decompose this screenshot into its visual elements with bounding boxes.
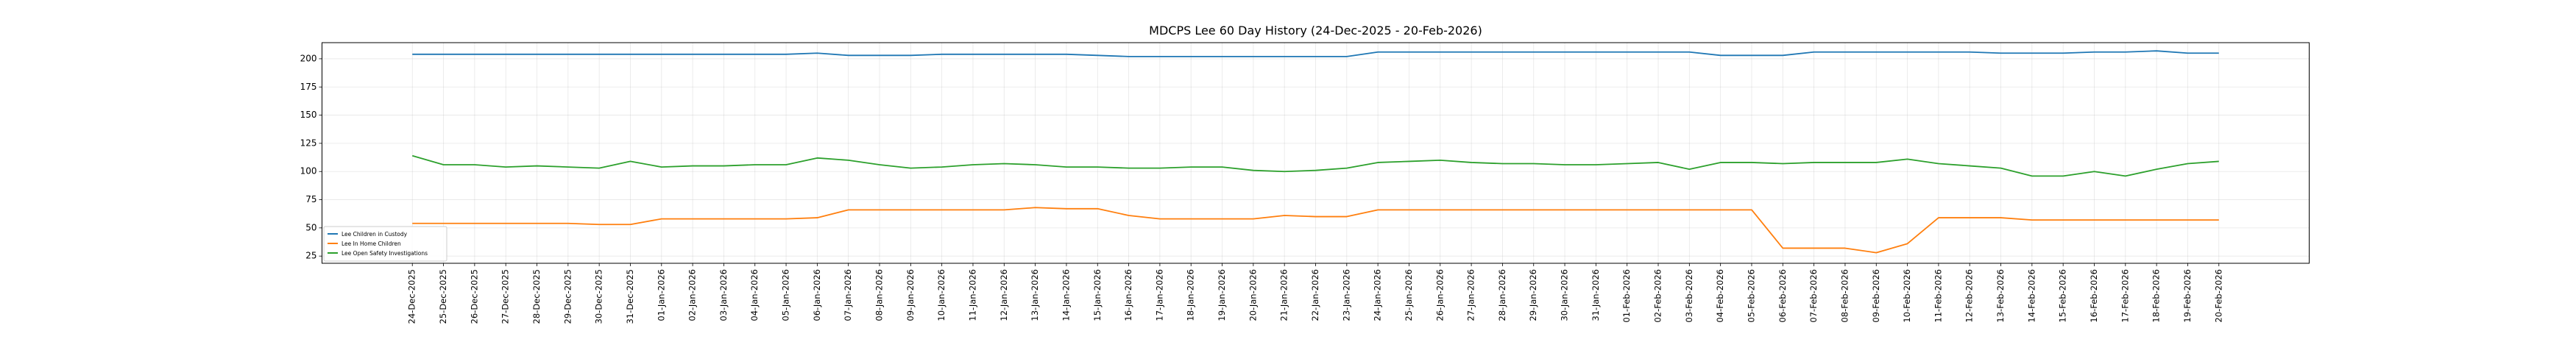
- series-group: [411, 50, 2219, 254]
- x-axis: 24-Dec-2025 25-Dec-2025 26-Dec-2025 27-Dec-…: [407, 263, 2223, 324]
- y-tick-label: 125: [300, 138, 317, 148]
- x-tick-label: 12-Feb-2026: [1964, 269, 1975, 323]
- x-tick-label: 01-Feb-2026: [1621, 269, 1632, 323]
- x-tick-label: 13-Jan-2026: [1030, 269, 1040, 321]
- x-tick-label: 02-Jan-2026: [687, 269, 698, 321]
- grid: [322, 43, 2310, 263]
- x-tick-label: 26-Jan-2026: [1434, 269, 1445, 321]
- chart-title: MDCPS Lee 60 Day History (24-Dec-2025 - …: [1149, 24, 1482, 38]
- x-tick-label: 11-Jan-2026: [967, 269, 977, 321]
- x-tick-label: 29-Dec-2025: [562, 269, 573, 324]
- x-tick-label: 11-Feb-2026: [1933, 269, 1943, 323]
- x-tick-label: 26-Dec-2025: [469, 269, 479, 324]
- x-tick-label: 06-Feb-2026: [1777, 269, 1788, 323]
- x-tick-label: 27-Dec-2025: [500, 269, 511, 324]
- x-tick-label: 18-Jan-2026: [1186, 269, 1196, 321]
- series-line-0: [412, 50, 2219, 57]
- legend-label-custody: Lee Children in Custody: [342, 231, 408, 238]
- x-tick-label: 06-Jan-2026: [812, 269, 822, 321]
- x-tick-label: 15-Jan-2026: [1092, 269, 1103, 321]
- x-tick-label: 13-Feb-2026: [1995, 269, 2006, 323]
- x-tick-label: 07-Feb-2026: [1808, 269, 1819, 323]
- y-tick-label: 50: [305, 222, 316, 232]
- x-tick-label: 20-Jan-2026: [1248, 269, 1258, 321]
- x-tick-label: 19-Jan-2026: [1217, 269, 1227, 321]
- x-tick-label: 22-Jan-2026: [1310, 269, 1320, 321]
- y-tick-label: 75: [305, 194, 316, 204]
- x-tick-label: 09-Feb-2026: [1871, 269, 1881, 323]
- series-line-2: [411, 154, 2219, 177]
- y-tick-label: 175: [300, 82, 317, 92]
- x-tick-label: 01-Jan-2026: [656, 269, 666, 321]
- x-tick-label: 21-Jan-2026: [1279, 269, 1289, 321]
- x-tick-label: 14-Feb-2026: [2026, 269, 2037, 323]
- x-tick-label: 10-Feb-2026: [1902, 269, 1912, 323]
- x-tick-label: 23-Jan-2026: [1341, 269, 1351, 321]
- x-tick-label: 03-Jan-2026: [718, 269, 729, 321]
- x-tick-label: 28-Dec-2025: [531, 269, 542, 324]
- x-tick-label: 02-Feb-2026: [1653, 269, 1663, 323]
- x-tick-label: 04-Jan-2026: [749, 269, 760, 321]
- x-tick-label: 12-Jan-2026: [999, 269, 1009, 321]
- x-tick-label: 27-Jan-2026: [1466, 269, 1476, 321]
- x-tick-label: 10-Jan-2026: [936, 269, 946, 321]
- legend: Lee Children in Custody Lee In Home Chil…: [323, 226, 447, 262]
- x-tick-label: 05-Jan-2026: [781, 269, 791, 321]
- x-tick-label: 08-Feb-2026: [1839, 269, 1850, 323]
- x-tick-label: 09-Jan-2026: [905, 269, 916, 321]
- x-tick-label: 20-Feb-2026: [2213, 269, 2223, 323]
- x-tick-label: 17-Feb-2026: [2120, 269, 2130, 323]
- x-tick-label: 31-Dec-2025: [625, 269, 635, 324]
- y-tick-label: 25: [305, 251, 316, 261]
- x-tick-label: 31-Jan-2026: [1590, 269, 1601, 321]
- x-tick-label: 16-Jan-2026: [1123, 269, 1133, 321]
- legend-box: [323, 226, 447, 262]
- x-tick-label: 17-Jan-2026: [1154, 269, 1164, 321]
- y-axis: 25 50 75 100 125 150 175 200: [300, 53, 322, 261]
- x-tick-label: 07-Jan-2026: [843, 269, 853, 321]
- x-tick-label: 24-Jan-2026: [1373, 269, 1383, 321]
- x-tick-label: 30-Dec-2025: [594, 269, 604, 324]
- x-tick-label: 29-Jan-2026: [1528, 269, 1538, 321]
- legend-label-in-home: Lee In Home Children: [342, 240, 401, 247]
- x-tick-label: 18-Feb-2026: [2151, 269, 2162, 323]
- x-tick-label: 28-Jan-2026: [1497, 269, 1507, 321]
- x-tick-label: 04-Feb-2026: [1715, 269, 1725, 323]
- x-tick-label: 05-Feb-2026: [1746, 269, 1756, 323]
- x-tick-label: 08-Jan-2026: [874, 269, 885, 321]
- series-line-1: [412, 207, 2219, 254]
- plot-area: [322, 43, 2310, 263]
- x-tick-label: 03-Feb-2026: [1684, 269, 1694, 323]
- x-tick-label: 14-Jan-2026: [1061, 269, 1071, 321]
- x-tick-label: 15-Feb-2026: [2058, 269, 2068, 323]
- legend-label-investigations: Lee Open Safety Investigations: [342, 250, 428, 257]
- y-tick-label: 100: [300, 166, 317, 176]
- x-tick-label: 25-Jan-2026: [1404, 269, 1414, 321]
- x-tick-label: 30-Jan-2026: [1560, 269, 1570, 321]
- y-tick-label: 150: [300, 110, 317, 120]
- y-tick-label: 200: [300, 53, 317, 63]
- x-tick-label: 24-Dec-2025: [407, 269, 417, 324]
- x-tick-label: 16-Feb-2026: [2089, 269, 2099, 323]
- x-tick-label: 19-Feb-2026: [2182, 269, 2193, 323]
- x-tick-label: 25-Dec-2025: [438, 269, 448, 324]
